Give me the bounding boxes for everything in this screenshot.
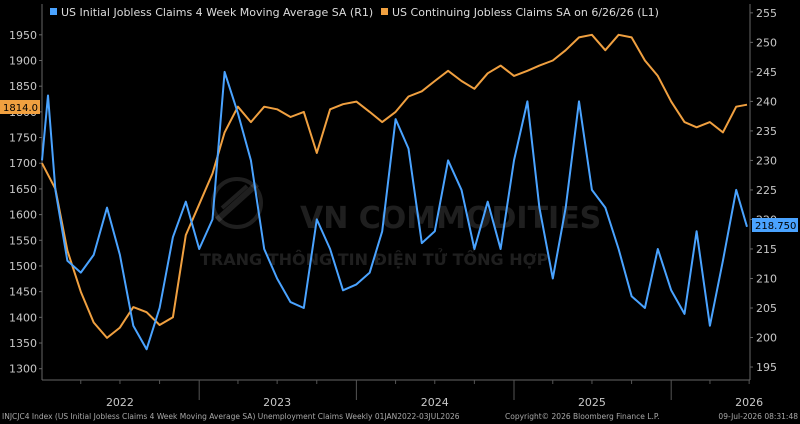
last-value-left-tag: 1814.0 bbox=[0, 100, 40, 114]
right-tick-label: 210 bbox=[756, 272, 777, 285]
right-tick-label: 230 bbox=[756, 154, 777, 167]
x-tick-label: 2022 bbox=[106, 396, 134, 409]
x-tick-label: 2023 bbox=[263, 396, 291, 409]
left-tick-label: 1450 bbox=[9, 286, 37, 299]
last-value-right-bg bbox=[752, 218, 798, 232]
watermark-name: VN COMMODITIES bbox=[300, 201, 601, 236]
left-axis-ticks: 1300 1350 1400 1450 1500 1550 1600 1650 1700 1750… bbox=[9, 29, 42, 376]
last-value-right-tag: 218.750 bbox=[752, 218, 798, 232]
left-tick-label: 1600 bbox=[9, 209, 37, 222]
right-tick-label: 235 bbox=[756, 125, 777, 138]
x-tick-label: 2025 bbox=[578, 396, 606, 409]
left-tick-label: 1700 bbox=[9, 157, 37, 170]
legend-label-continuing-claims: US Continuing Jobless Claims SA on 6/26/… bbox=[392, 6, 659, 19]
footer-left: INJCJC4 Index (US Initial Jobless Claims… bbox=[2, 412, 460, 421]
series-line-initial-claims bbox=[41, 70, 748, 351]
left-tick-label: 1500 bbox=[9, 260, 37, 273]
last-value-left-bg bbox=[0, 100, 40, 114]
right-tick-label: 215 bbox=[756, 243, 777, 256]
footer-right: 09-Jul-2026 08:31:48 bbox=[718, 412, 798, 421]
right-tick-label: 255 bbox=[756, 7, 777, 20]
right-tick-label: 250 bbox=[756, 36, 777, 49]
legend-swatch-initial-claims bbox=[50, 8, 57, 15]
footer-center: Copyright© 2026 Bloomberg Finance L.P. bbox=[505, 412, 660, 421]
x-tick-label: 2026 bbox=[735, 396, 763, 409]
left-tick-label: 1900 bbox=[9, 55, 37, 68]
x-axis-ticks: 2022 2023 2024 2025 2026 bbox=[80, 380, 763, 409]
x-tick-label: 2024 bbox=[421, 396, 449, 409]
right-tick-label: 245 bbox=[756, 66, 777, 79]
series-line-continuing-claims bbox=[41, 33, 748, 339]
right-axis-ticks: 195200205210215220225230235240245250255 bbox=[750, 7, 777, 374]
legend-label-initial-claims: US Initial Jobless Claims 4 Week Moving … bbox=[61, 6, 373, 19]
right-tick-label: 240 bbox=[756, 95, 777, 108]
left-tick-label: 1300 bbox=[9, 363, 37, 376]
left-tick-label: 1550 bbox=[9, 234, 37, 247]
right-tick-label: 195 bbox=[756, 361, 777, 374]
last-value-left-text: 1814.0 bbox=[3, 103, 38, 114]
series-layer bbox=[41, 33, 748, 351]
left-tick-label: 1400 bbox=[9, 311, 37, 324]
left-tick-label: 1850 bbox=[9, 80, 37, 93]
legend-swatch-continuing-claims bbox=[381, 8, 388, 15]
left-tick-label: 1350 bbox=[9, 337, 37, 350]
left-tick-label: 1650 bbox=[9, 183, 37, 196]
last-value-right-text: 218.750 bbox=[755, 221, 796, 232]
left-tick-label: 1950 bbox=[9, 29, 37, 42]
right-tick-label: 225 bbox=[756, 184, 777, 197]
left-tick-label: 1750 bbox=[9, 132, 37, 145]
right-tick-label: 200 bbox=[756, 332, 777, 345]
legend: US Initial Jobless Claims 4 Week Moving … bbox=[50, 6, 659, 19]
right-tick-label: 205 bbox=[756, 302, 777, 315]
